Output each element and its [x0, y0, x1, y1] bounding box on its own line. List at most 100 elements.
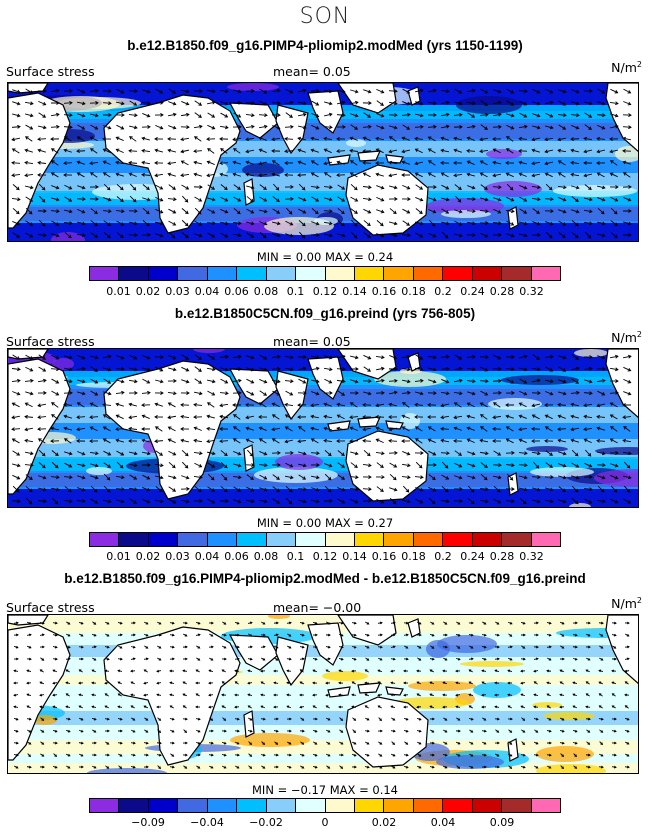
wind-vector: [298, 367, 306, 371]
wind-vector: [155, 486, 163, 492]
wind-vector: [233, 426, 241, 432]
wind-vector: [389, 125, 397, 129]
wind-vector: [245, 114, 255, 116]
wind-vector: [506, 172, 514, 178]
wind-vector: [116, 403, 124, 407]
wind-vector: [441, 172, 449, 178]
wind-vector: [544, 198, 554, 200]
panel-3-minmax: MIN = −0.17 MAX = 0.14: [252, 783, 398, 797]
wind-vector: [245, 102, 255, 104]
wind-vector: [233, 112, 241, 118]
wind-vector: [51, 450, 59, 456]
colorbar-swatch: [472, 267, 503, 280]
colorbar-tick-label: 0.03: [165, 285, 190, 298]
wind-vector: [116, 439, 124, 443]
wind-vector: [518, 452, 528, 454]
wind-vector: [532, 379, 540, 383]
wind-vector: [77, 161, 85, 165]
wind-vector: [77, 402, 85, 408]
wind-vector: [298, 451, 306, 455]
panel-3-mean-label: mean= −0.00: [273, 600, 362, 615]
panel-2-minmax: MIN = 0.00 MAX = 0.27: [256, 516, 394, 530]
wind-vector: [167, 198, 177, 200]
wind-vector: [272, 125, 280, 129]
wind-vector: [246, 185, 254, 189]
wind-vector: [506, 378, 514, 384]
colorbar-swatch: [531, 533, 560, 546]
wind-vector: [350, 355, 358, 359]
wind-vector: [531, 197, 541, 201]
wind-vector: [454, 462, 462, 468]
wind-vector: [77, 113, 85, 117]
wind-vector: [232, 137, 242, 141]
wind-vector: [245, 173, 255, 177]
wind-vector: [115, 101, 125, 105]
colorbar-tick-label: 0.32: [519, 285, 544, 298]
wind-vector: [571, 149, 579, 153]
wind-vector: [206, 222, 216, 224]
wind-vector: [168, 486, 176, 492]
colorbar-swatch: [354, 799, 385, 812]
wind-vector: [363, 172, 371, 178]
landmass: [357, 150, 381, 162]
wind-vector: [155, 450, 163, 456]
wind-vector: [142, 367, 150, 371]
wind-vector: [259, 148, 267, 154]
wind-vector: [142, 439, 150, 443]
wind-vector: [25, 402, 33, 408]
wind-vector: [233, 208, 241, 214]
wind-vector: [154, 440, 164, 442]
wind-vector: [609, 101, 619, 105]
wind-vector: [259, 231, 267, 239]
wind-vector: [402, 451, 410, 455]
wind-vector: [401, 499, 411, 503]
wind-vector: [89, 416, 99, 418]
wind-vector: [336, 114, 346, 116]
map-field: [8, 349, 638, 507]
wind-vector: [532, 403, 540, 407]
wind-vector: [272, 173, 280, 177]
wind-vector: [428, 136, 436, 142]
wind-vector: [545, 161, 553, 165]
wind-vector: [168, 475, 176, 479]
colorbar-tick-label: 0.18: [401, 285, 426, 298]
wind-vector: [571, 415, 579, 419]
wind-vector: [415, 184, 423, 190]
colorbar-tick-label: 0.24: [460, 550, 485, 563]
panel-3-variable-label: Surface stress: [6, 600, 95, 615]
wind-vector: [350, 89, 358, 93]
colorbar-swatch: [178, 533, 208, 546]
wind-vector: [219, 415, 229, 419]
wind-vector: [375, 403, 385, 407]
colorbar-tick-label: −0.04: [190, 816, 224, 829]
wind-vector: [154, 463, 164, 467]
wind-vector: [115, 210, 125, 212]
wind-vector: [207, 402, 215, 408]
colorbar-swatch: [472, 533, 503, 546]
colorbar-tick-label: 0.18: [401, 550, 426, 563]
wind-vector: [128, 221, 138, 225]
wind-vector: [428, 232, 436, 238]
wind-vector: [376, 462, 384, 468]
colorbar-swatch: [443, 799, 473, 812]
wind-vector: [584, 112, 592, 118]
wind-vector: [454, 402, 462, 408]
wind-vector: [128, 150, 138, 152]
colorbar-tick-label: 0.04: [194, 285, 220, 298]
wind-vector: [233, 173, 241, 177]
wind-vector: [480, 197, 488, 201]
wind-vector: [207, 232, 215, 238]
wind-vector: [453, 391, 463, 395]
wind-vector: [116, 220, 124, 226]
wind-vector: [245, 137, 255, 141]
wind-vector: [154, 500, 164, 502]
wind-vector: [116, 461, 124, 469]
wind-vector: [415, 354, 423, 360]
wind-vector: [193, 439, 203, 443]
wind-vector: [350, 462, 358, 468]
wind-vector: [181, 195, 189, 203]
wind-vector: [401, 355, 411, 359]
wind-vector: [376, 486, 384, 492]
wind-vector: [584, 438, 592, 444]
wind-vector: [246, 427, 254, 431]
